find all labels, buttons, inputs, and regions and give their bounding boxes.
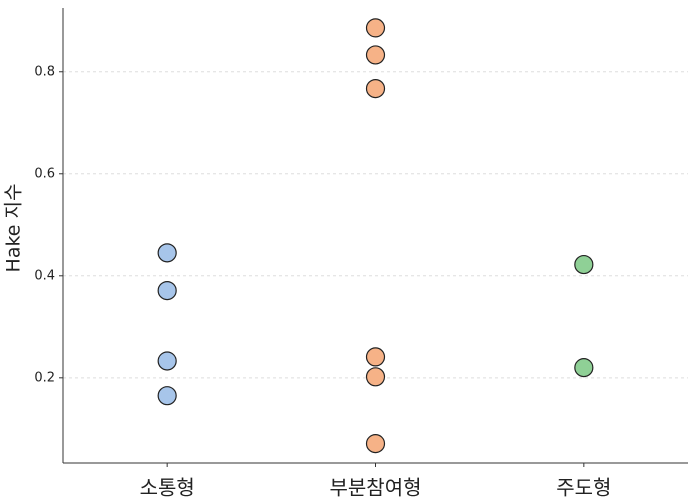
point [157,280,177,301]
point [365,434,386,454]
y-tick-label: 0.6 [34,166,55,181]
point [157,243,177,263]
y-tick-label: 0.4 [34,268,55,283]
x-tick-label: 소통형 [140,476,195,500]
point [365,78,386,99]
point [157,386,177,406]
point [157,351,177,371]
point [365,367,386,387]
x-tick-label: 부분참여형 [330,476,422,500]
point [365,18,386,38]
point [574,358,594,378]
y-tick-label: 0.8 [34,64,55,79]
x-tick-label: 주도형 [556,476,611,500]
y-tick-label: 0.2 [34,370,55,385]
point [365,347,386,367]
point [574,254,594,275]
y-axis-label: Hake 지수 [3,184,25,273]
point [365,45,386,65]
